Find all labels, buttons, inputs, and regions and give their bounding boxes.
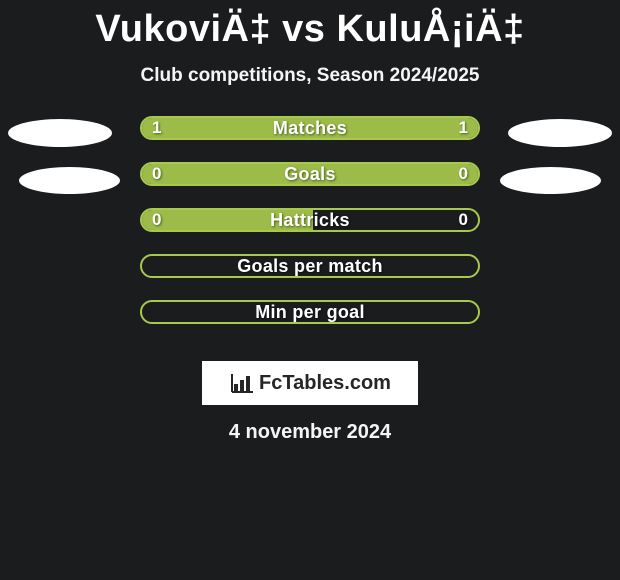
stat-bar: 00Goals — [140, 162, 480, 186]
stat-bar: 11Matches — [140, 116, 480, 140]
stat-bar: Goals per match — [140, 254, 480, 278]
source-logo-text: FcTables.com — [259, 372, 391, 395]
stat-bar: 00Hattricks — [140, 208, 480, 232]
stat-bar: Min per goal — [140, 300, 480, 324]
source-logo[interactable]: FcTables.com — [202, 361, 418, 405]
stat-label: Hattricks — [142, 210, 478, 230]
bar-chart-icon — [229, 372, 255, 394]
generated-date: 4 november 2024 — [0, 421, 620, 444]
stat-label: Matches — [142, 118, 478, 138]
player-avatar-left — [19, 167, 120, 194]
stat-label: Goals per match — [142, 256, 478, 276]
player-avatar-right — [508, 119, 612, 147]
player-avatar-right — [500, 167, 601, 194]
page-subtitle: Club competitions, Season 2024/2025 — [0, 65, 620, 87]
stat-label: Goals — [142, 164, 478, 184]
stat-row: 00Hattricks — [0, 205, 620, 251]
stat-row: 00Goals — [0, 159, 620, 205]
stat-row: Goals per match — [0, 251, 620, 297]
stat-row: 11Matches — [0, 113, 620, 159]
stat-label: Min per goal — [142, 302, 478, 322]
stat-row: Min per goal — [0, 297, 620, 343]
stat-rows: 11Matches 00Goals 00Hattricks Goals per mat… — [0, 113, 620, 343]
page-title: VukoviÄ‡ vs KuluÅ¡iÄ‡ — [0, 8, 620, 51]
card-root: VukoviÄ‡ vs KuluÅ¡iÄ‡ Club competitions,… — [0, 8, 620, 444]
player-avatar-left — [8, 119, 112, 147]
